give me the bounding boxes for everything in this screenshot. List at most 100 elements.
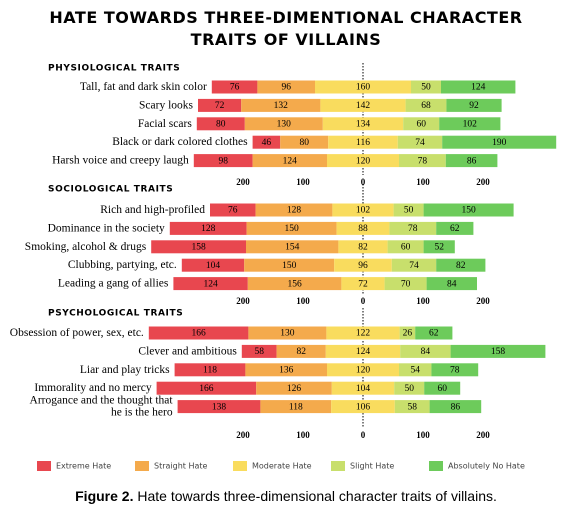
bar-segment: [252, 154, 327, 168]
bar-segment: [393, 203, 424, 217]
category-label: Obsession of power, sex, etc.: [10, 327, 144, 339]
bar-segment: [436, 221, 474, 235]
category-label: Scary looks: [139, 99, 194, 111]
bar-segment: [331, 381, 395, 395]
bar-segment: [173, 277, 248, 291]
bar-segment: [246, 240, 339, 254]
bar-segment: [384, 277, 427, 291]
category-label: Black or dark colored clothes: [112, 136, 248, 148]
value-label: 60: [401, 242, 411, 252]
panel-title: SOCIOLOGICAL TRAITS: [48, 185, 173, 195]
bar-segment: [391, 258, 437, 272]
value-label: 122: [356, 329, 371, 339]
value-label: 96: [358, 261, 368, 271]
value-label: 70: [401, 279, 411, 289]
x-tick-label: 100: [296, 430, 310, 440]
value-label: 58: [407, 402, 417, 412]
bar-segment: [169, 221, 247, 235]
value-label: 126: [287, 384, 302, 394]
bar-segment: [405, 98, 447, 112]
value-label: 76: [230, 83, 240, 93]
category-label: Rich and high-profiled: [100, 204, 205, 216]
value-label: 190: [492, 138, 507, 148]
bar-segment: [260, 400, 332, 414]
bar-segment: [327, 154, 399, 168]
value-label: 88: [358, 224, 368, 234]
bar-segment: [441, 80, 516, 94]
value-label: 124: [203, 279, 218, 289]
value-label: 62: [450, 224, 460, 234]
value-label: 80: [216, 119, 226, 129]
value-label: 150: [461, 206, 476, 216]
value-label: 82: [358, 242, 368, 252]
value-label: 60: [437, 384, 447, 394]
bar-segment: [325, 344, 401, 358]
bar-segment: [322, 117, 404, 131]
bar-segment: [399, 326, 416, 340]
bar-segment: [177, 400, 261, 414]
bar-segment: [394, 381, 425, 395]
bar-segment: [436, 258, 486, 272]
bar-segment: [332, 203, 394, 217]
value-label: 158: [191, 242, 206, 252]
bar-segment: [431, 363, 479, 377]
bar-segment: [423, 203, 514, 217]
legend-swatch: [429, 461, 443, 471]
bar-segment: [450, 344, 546, 358]
legend-swatch: [37, 461, 51, 471]
value-label: 128: [287, 206, 302, 216]
bar-segment: [181, 258, 245, 272]
value-label: 104: [356, 384, 371, 394]
bar-segment: [241, 98, 321, 112]
value-label: 74: [415, 138, 425, 148]
value-label: 62: [429, 329, 439, 339]
value-label: 74: [409, 261, 419, 271]
panel-title: PHYSIOLOGICAL TRAITS: [48, 64, 180, 74]
bar-segment: [327, 363, 399, 377]
bar-segment: [331, 400, 395, 414]
x-tick-label: 200: [476, 430, 490, 440]
caption: Figure 2. Hate towards three-dimensional…: [75, 488, 497, 504]
legend-swatch: [233, 461, 247, 471]
value-label: 82: [456, 261, 466, 271]
category-label: Arrogance and the thought that he is the …: [30, 394, 174, 418]
value-label: 120: [356, 365, 371, 375]
value-label: 78: [450, 365, 460, 375]
bar-segment: [320, 98, 406, 112]
value-label: 72: [215, 101, 225, 111]
value-label: 92: [469, 101, 479, 111]
value-label: 158: [491, 347, 506, 357]
bar-segment: [399, 363, 432, 377]
bar-segment: [338, 240, 388, 254]
value-label: 132: [274, 101, 289, 111]
bar-segment: [280, 135, 329, 149]
bar-segment: [247, 277, 342, 291]
value-label: 84: [447, 279, 457, 289]
value-label: 150: [284, 224, 299, 234]
bar-segment: [426, 277, 477, 291]
value-label: 156: [287, 279, 302, 289]
value-label: 96: [281, 83, 291, 93]
legend-label: Moderate Hate: [252, 462, 312, 471]
value-label: 86: [467, 156, 477, 166]
bar-segment: [394, 400, 430, 414]
value-label: 104: [206, 261, 221, 271]
chart-title: HATE TOWARDS THREE-DIMENTIONAL CHARACTER…: [49, 8, 522, 49]
bar-segment: [400, 344, 451, 358]
value-label: 142: [356, 101, 371, 111]
value-label: 72: [358, 279, 368, 289]
legend-swatch: [331, 461, 345, 471]
bar-segment: [244, 258, 335, 272]
bar-segment: [328, 135, 398, 149]
bar-segment: [334, 258, 392, 272]
bar-segment: [245, 363, 327, 377]
bar-segment: [196, 117, 245, 131]
category-label: Smoking, alcohol & drugs: [25, 240, 147, 252]
value-label: 80: [299, 138, 309, 148]
bar-segment: [445, 154, 498, 168]
value-label: 86: [451, 402, 461, 412]
value-label: 60: [416, 119, 426, 129]
value-label: 120: [356, 156, 371, 166]
value-label: 58: [254, 347, 264, 357]
